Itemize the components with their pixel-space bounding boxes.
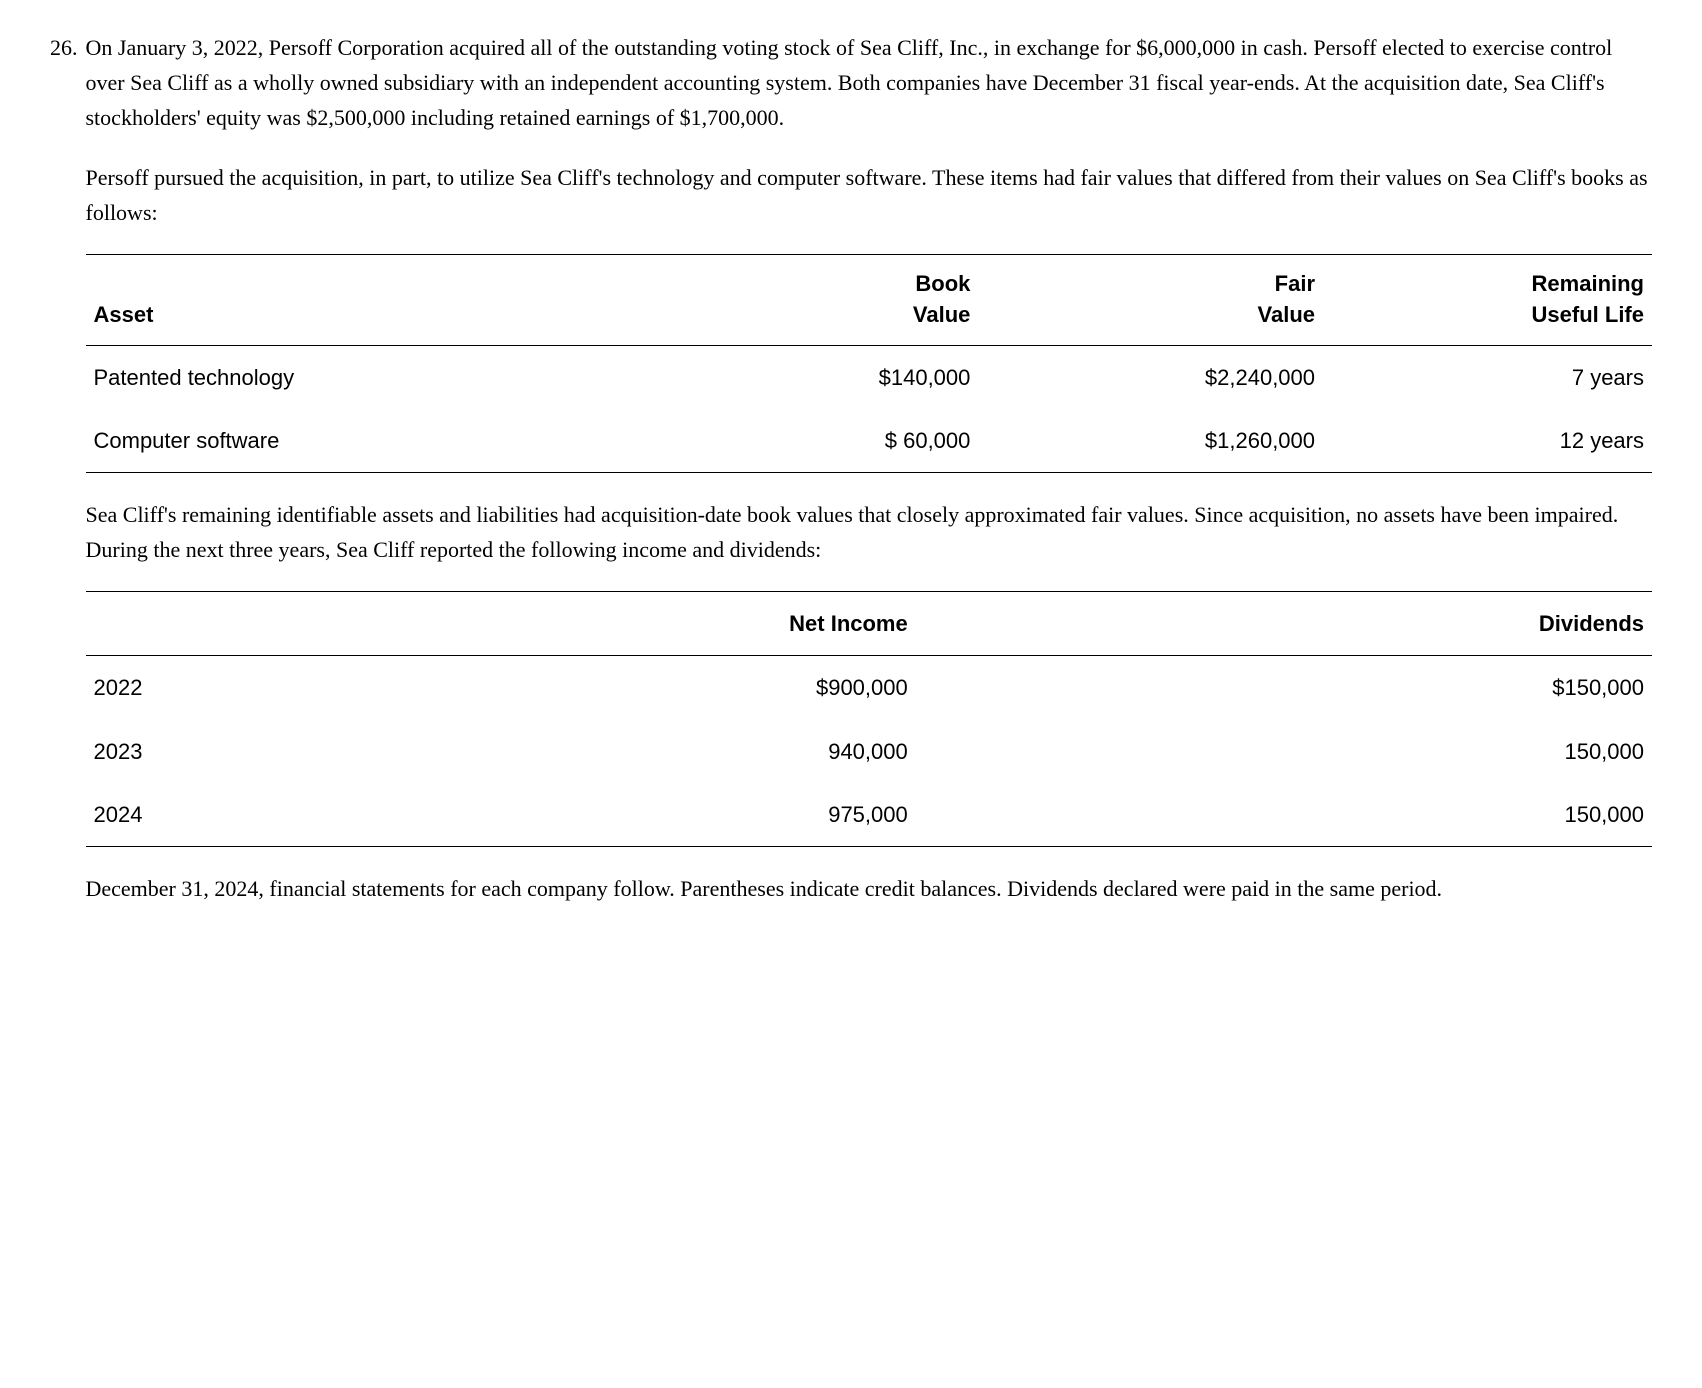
cell-year: 2023 <box>86 720 603 783</box>
income-dividends-table: Net Income Dividends 2022 $900,000 $150,… <box>86 591 1653 847</box>
table-header-row: Asset Book Value Fair Value <box>86 254 1653 345</box>
header-life-line1: Remaining <box>1532 269 1644 300</box>
paragraph-1: On January 3, 2022, Persoff Corporation … <box>86 30 1653 136</box>
table-row: 2023 940,000 150,000 <box>86 720 1653 783</box>
cell-fair-value: $2,240,000 <box>978 345 1323 409</box>
header-net-income: Net Income <box>602 592 915 656</box>
table-row: 2024 975,000 150,000 <box>86 783 1653 847</box>
cell-book-value: $140,000 <box>634 345 979 409</box>
cell-fair-value: $1,260,000 <box>978 409 1323 473</box>
header-useful-life: Remaining Useful Life <box>1323 254 1652 345</box>
cell-year: 2024 <box>86 783 603 847</box>
table-header-row: Net Income Dividends <box>86 592 1653 656</box>
cell-book-value: $ 60,000 <box>634 409 979 473</box>
paragraph-2: Persoff pursued the acquisition, in part… <box>86 160 1653 230</box>
cell-useful-life: 7 years <box>1323 345 1652 409</box>
cell-dividends: $150,000 <box>916 656 1652 720</box>
header-dividends: Dividends <box>916 592 1652 656</box>
header-year <box>86 592 603 656</box>
header-asset-label: Asset <box>94 300 626 331</box>
question-number: 26. <box>50 30 78 930</box>
question-container: 26. On January 3, 2022, Persoff Corporat… <box>50 30 1652 930</box>
cell-dividends: 150,000 <box>916 720 1652 783</box>
cell-asset: Computer software <box>86 409 634 473</box>
cell-net-income: 940,000 <box>602 720 915 783</box>
header-book-line2: Value <box>913 300 970 331</box>
header-asset: Asset <box>86 254 634 345</box>
table-row: 2022 $900,000 $150,000 <box>86 656 1653 720</box>
header-fair-line2: Value <box>1258 300 1315 331</box>
paragraph-4: December 31, 2024, financial statements … <box>86 871 1653 906</box>
header-fair-value: Fair Value <box>978 254 1323 345</box>
cell-dividends: 150,000 <box>916 783 1652 847</box>
cell-year: 2022 <box>86 656 603 720</box>
table-row: Patented technology $140,000 $2,240,000 … <box>86 345 1653 409</box>
question-content: On January 3, 2022, Persoff Corporation … <box>86 30 1653 930</box>
header-book-line1: Book <box>915 269 970 300</box>
cell-asset: Patented technology <box>86 345 634 409</box>
cell-net-income: $900,000 <box>602 656 915 720</box>
cell-net-income: 975,000 <box>602 783 915 847</box>
asset-valuation-table: Asset Book Value Fair Value <box>86 254 1653 473</box>
cell-useful-life: 12 years <box>1323 409 1652 473</box>
paragraph-3: Sea Cliff's remaining identifiable asset… <box>86 497 1653 567</box>
header-book-value: Book Value <box>634 254 979 345</box>
header-fair-line1: Fair <box>1275 269 1315 300</box>
table-row: Computer software $ 60,000 $1,260,000 12… <box>86 409 1653 473</box>
header-life-line2: Useful Life <box>1532 300 1644 331</box>
